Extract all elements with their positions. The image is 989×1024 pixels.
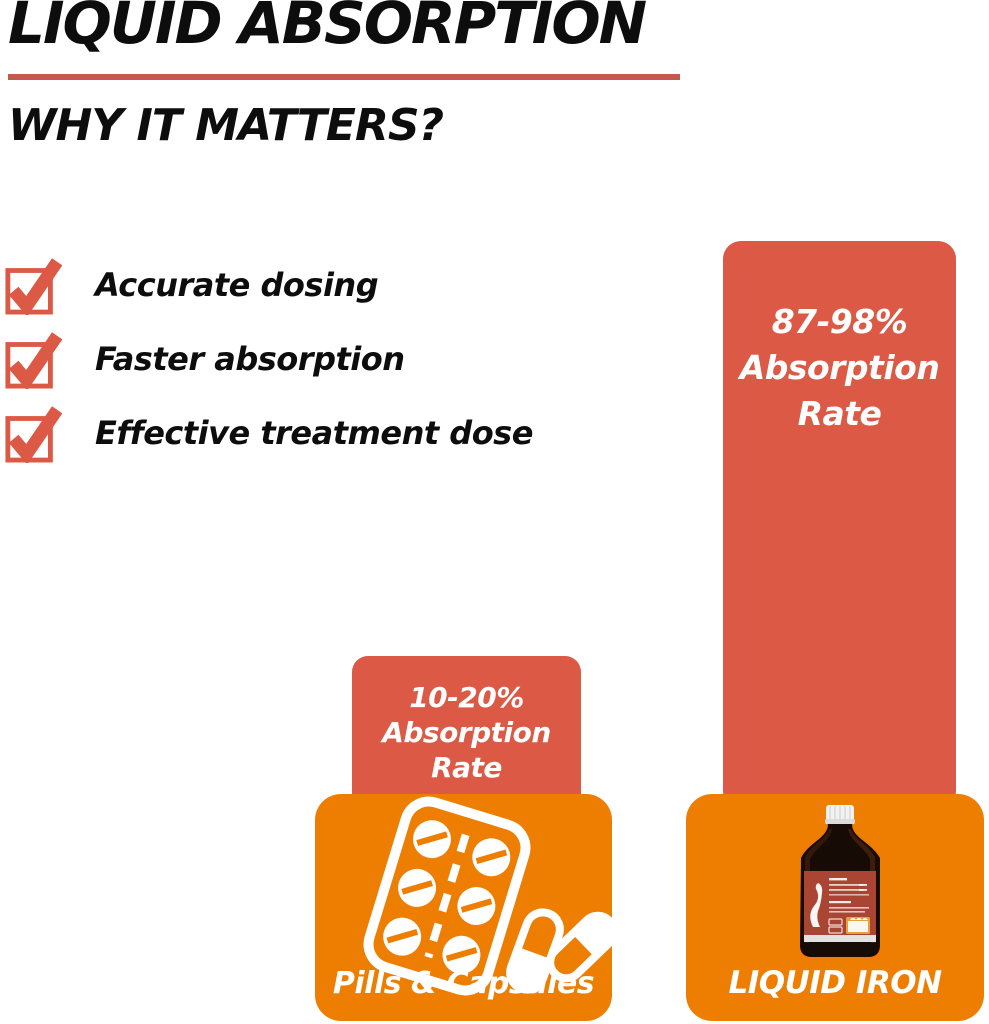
liquid-category-tile: LIQUID IRON — [686, 794, 984, 1021]
liquid-category-label: LIQUID IRON — [728, 965, 942, 1001]
pills-category-tile: Pills & Capsules — [315, 794, 618, 1021]
liquid-rate-caption: Rate — [797, 394, 882, 433]
pills-absorption-bar: 10-20% Absorption Rate — [352, 656, 581, 810]
title-underline — [8, 74, 680, 80]
liquid-rate-caption: Absorption — [739, 348, 940, 387]
pills-rate-caption: Rate — [431, 751, 502, 784]
iron-bottle-image — [800, 805, 880, 957]
pills-rate-caption: Absorption — [382, 716, 551, 749]
list-item: Accurate dosing — [4, 256, 533, 315]
list-item: Faster absorption — [4, 330, 533, 389]
checkbox-checked-icon — [5, 332, 62, 389]
pills-rate-value: 10-20% — [409, 681, 524, 714]
pills-category-label: Pills & Capsules — [332, 966, 595, 1001]
blister-pack-capsules-icon — [363, 796, 618, 996]
benefit-label: Faster absorption — [95, 340, 405, 378]
page-title: LIQUID ABSORPTION — [8, 0, 647, 57]
checkbox-checked-icon — [5, 258, 62, 315]
benefit-label: Effective treatment dose — [95, 414, 533, 452]
liquid-absorption-bar: 87-98% Absorption Rate — [723, 241, 956, 809]
benefit-label: Accurate dosing — [95, 266, 379, 304]
page-subtitle: WHY IT MATTERS? — [8, 100, 444, 151]
liquid-rate-value: 87-98% — [771, 302, 908, 341]
capsule-icon — [546, 911, 618, 983]
list-item: Effective treatment dose — [4, 404, 533, 463]
checkbox-checked-icon — [5, 406, 62, 463]
benefits-list: Accurate dosing Faster absorption Effect… — [4, 256, 533, 478]
